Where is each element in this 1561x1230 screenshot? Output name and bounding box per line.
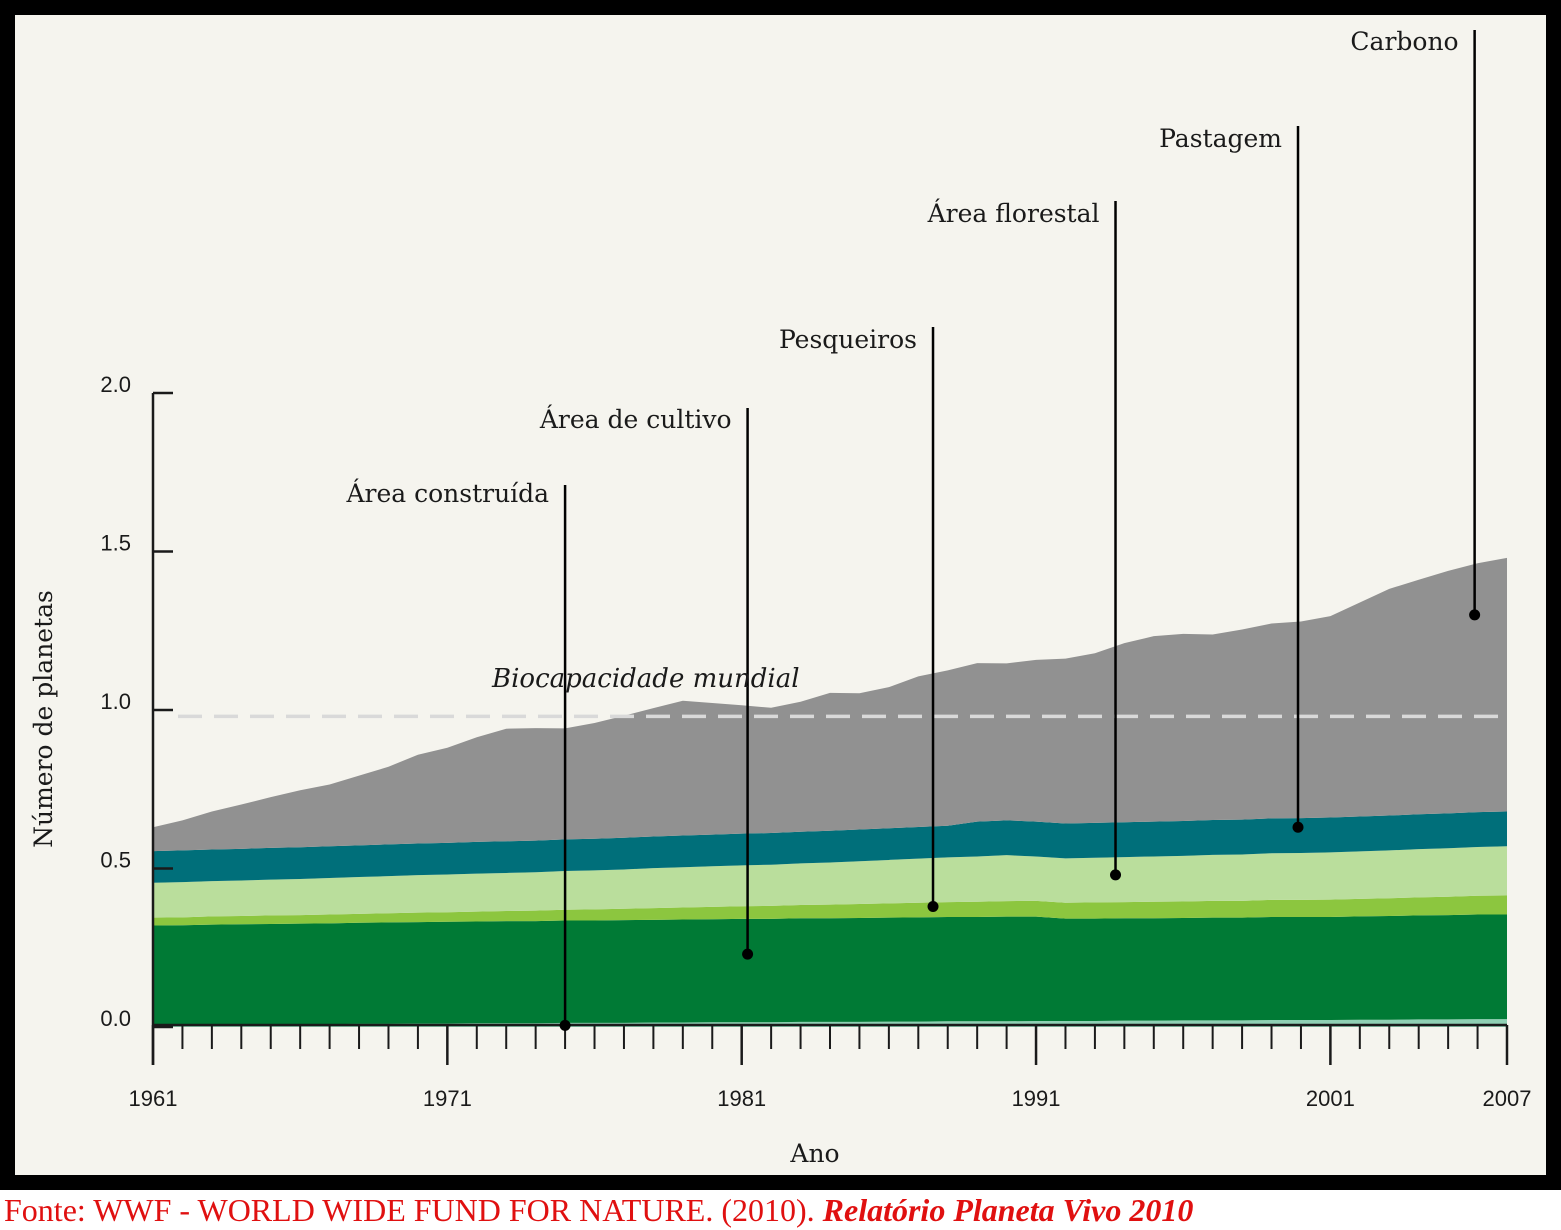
label-pesqueiros: Pesqueiros <box>779 325 917 354</box>
label-area-florestal: Área florestal <box>927 199 1100 228</box>
x-tick-label: 1971 <box>423 1086 472 1111</box>
area-pastagem <box>153 811 1507 883</box>
label-carbono: Carbono <box>1350 27 1458 56</box>
area-carbono <box>153 557 1507 852</box>
y-tick-label: 2.0 <box>100 372 131 397</box>
x-tick-label: 1991 <box>1012 1086 1061 1111</box>
source-publication: Relatório Planeta Vivo 2010 <box>822 1192 1194 1228</box>
leader-dot-carbono <box>1469 609 1481 621</box>
axes: 0.0 0.5 1.0 1.5 2.0 1961 1971 1981 1991 2001 2007 <box>100 372 1531 1111</box>
area-area-de-cultivo <box>153 914 1507 1025</box>
y-tick-label: 1.0 <box>100 689 131 714</box>
leader-dot-area-construida <box>559 1019 571 1031</box>
area-area-florestal <box>153 846 1507 918</box>
leader-dot-area-florestal <box>1110 869 1122 881</box>
leader-dot-area-de-cultivo <box>742 948 754 960</box>
x-tick-label: 1981 <box>717 1086 766 1111</box>
leader-dot-pastagem <box>1292 821 1304 833</box>
biocapacity-label: Biocapacidade mundial <box>491 664 800 694</box>
y-tick-label: 0.0 <box>100 1006 131 1031</box>
y-tick-label: 1.5 <box>100 531 131 556</box>
y-tick-label: 0.5 <box>100 848 131 873</box>
x-tick-label: 2001 <box>1306 1086 1355 1111</box>
source-citation: Fonte: WWF - WORLD WIDE FUND FOR NATURE.… <box>4 1190 1193 1228</box>
label-area-de-cultivo: Área de cultivo <box>539 405 732 434</box>
area-pesqueiros <box>153 895 1507 926</box>
chart-frame: 0.0 0.5 1.0 1.5 2.0 1961 1971 1981 1991 2001 2007 … <box>0 0 1561 1190</box>
area-layers <box>153 557 1507 1027</box>
source-text: Fonte: WWF - WORLD WIDE FUND FOR NATURE.… <box>4 1192 815 1228</box>
y-axis-title: Número de planetas <box>29 590 58 848</box>
leader-dot-pesqueiros <box>927 901 939 913</box>
label-pastagem: Pastagem <box>1159 124 1282 153</box>
x-tick-label: 1961 <box>129 1086 178 1111</box>
x-tick-label: 2007 <box>1483 1086 1532 1111</box>
label-area-construida: Área construída <box>345 479 549 508</box>
x-axis-title: Ano <box>789 1139 839 1168</box>
callout-annotations: Área construída Área de cultivo Pesqueiros… <box>345 27 1481 1031</box>
